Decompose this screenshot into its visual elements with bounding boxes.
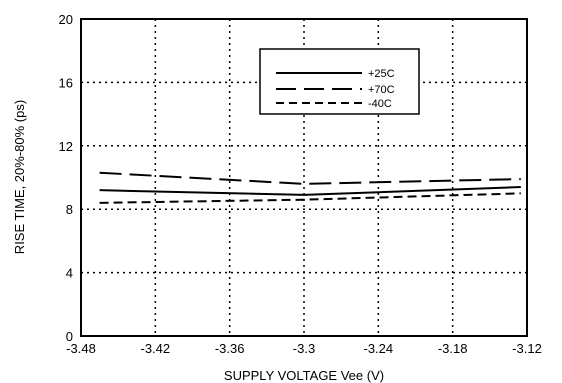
x-tick-label: -3.3 bbox=[293, 341, 315, 356]
legend: +25C +70C -40C bbox=[259, 48, 420, 115]
x-tick-label: -3.36 bbox=[215, 341, 245, 356]
x-tick-label: -3.42 bbox=[141, 341, 171, 356]
y-tick-label: 8 bbox=[66, 202, 73, 217]
legend-box bbox=[259, 48, 420, 115]
legend-label-2: -40C bbox=[368, 98, 392, 110]
legend-label-1: +70C bbox=[368, 84, 395, 96]
x-axis-ticks: -3.48 -3.42 -3.36 -3.3 -3.24 -3.18 -3.12 bbox=[66, 341, 542, 356]
series-line-1 bbox=[99, 171, 521, 185]
y-tick-label: 16 bbox=[59, 75, 73, 90]
y-tick-label: 12 bbox=[59, 139, 73, 154]
y-tick-label: 4 bbox=[66, 266, 73, 281]
x-tick-label: -3.12 bbox=[512, 341, 542, 356]
y-tick-label: 20 bbox=[59, 12, 73, 27]
y-tick-label: 0 bbox=[66, 329, 73, 344]
y-axis-ticks: 0 4 8 12 16 20 bbox=[59, 12, 73, 344]
y-axis-label: RISE TIME, 20%-80% (ps) bbox=[12, 100, 27, 254]
x-tick-label: -3.48 bbox=[66, 341, 96, 356]
legend-label-0: +25C bbox=[368, 68, 395, 80]
x-tick-label: -3.24 bbox=[364, 341, 394, 356]
x-tick-label: -3.18 bbox=[438, 341, 468, 356]
series-lines bbox=[99, 171, 521, 204]
series-line-2 bbox=[99, 192, 521, 204]
x-axis-label: SUPPLY VOLTAGE Vee (V) bbox=[224, 368, 384, 383]
series-line-0 bbox=[99, 186, 521, 196]
